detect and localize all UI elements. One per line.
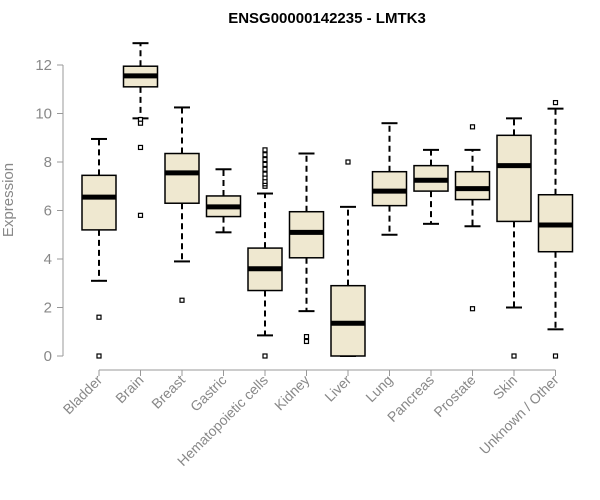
outlier-point [552, 99, 559, 106]
boxes-group [81, 42, 574, 359]
outlier-point [345, 159, 351, 165]
box-hematopoietic-cells [247, 147, 283, 359]
x-category-label: Breast [148, 372, 188, 412]
outlier-point [137, 120, 144, 126]
box-brain [122, 42, 159, 218]
outlier-point [179, 297, 185, 303]
y-tick-label: 2 [44, 300, 52, 317]
x-category-label: Kidney [271, 372, 313, 414]
outlier-point [303, 334, 310, 340]
y-tick-label: 0 [44, 348, 52, 365]
y-axis-label: Expression [0, 163, 17, 237]
outlier-point [262, 161, 268, 168]
box-prostate [454, 124, 491, 312]
box-rect [81, 174, 117, 231]
outlier-point [96, 314, 102, 320]
x-category-label: Lung [362, 372, 395, 405]
outlier-point [96, 353, 102, 359]
box-rect [454, 170, 491, 201]
outlier-point [262, 147, 268, 153]
y-tick-label: 12 [35, 57, 52, 74]
x-category-label: Prostate [430, 372, 478, 420]
box-lung [371, 122, 408, 236]
box-pancreas [413, 148, 449, 225]
box-bladder [81, 137, 117, 359]
chart-title: ENSG00000142235 - LMTK3 [228, 10, 426, 27]
outlier-point [469, 124, 476, 130]
outlier-point [511, 353, 517, 359]
y-tick-label: 4 [44, 251, 52, 268]
box-rect [164, 152, 200, 204]
x-category-label: Unknown / Other [476, 372, 562, 458]
y-tick-label: 6 [44, 203, 52, 220]
x-category-label: Skin [490, 372, 521, 403]
box-rect [496, 134, 532, 223]
outlier-point [262, 152, 268, 158]
outlier-point [552, 353, 559, 359]
outlier-point [262, 166, 268, 172]
box-gastric [205, 168, 242, 234]
box-skin [496, 117, 532, 359]
outlier-point [137, 144, 144, 151]
outlier-point [262, 353, 268, 359]
box-breast [164, 106, 200, 303]
x-category-label: Liver [321, 372, 354, 405]
outlier-point [303, 338, 310, 345]
box-liver [330, 159, 366, 357]
x-category-label: Bladder [60, 372, 106, 418]
outlier-point [469, 306, 476, 312]
outlier-point [262, 171, 268, 177]
box-unknown-other [537, 99, 574, 359]
y-tick-label: 8 [44, 154, 52, 171]
x-category-label: Brain [112, 372, 146, 406]
outlier-point [262, 156, 268, 163]
y-tick-label: 10 [35, 106, 52, 123]
box-kidney [288, 152, 325, 345]
y-axis: 0 2 4 6 8 10 12 [35, 57, 64, 365]
outlier-point [137, 212, 144, 218]
